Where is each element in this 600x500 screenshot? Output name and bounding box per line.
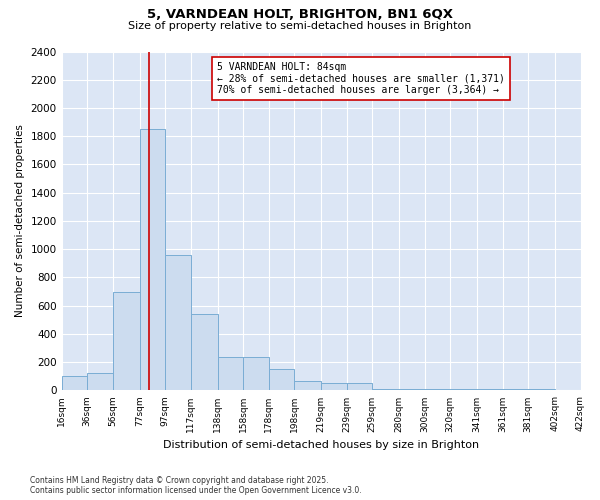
Text: 5 VARNDEAN HOLT: 84sqm
← 28% of semi-detached houses are smaller (1,371)
70% of : 5 VARNDEAN HOLT: 84sqm ← 28% of semi-det…: [217, 62, 505, 95]
Bar: [243, 356, 269, 390]
Y-axis label: Number of semi-detached properties: Number of semi-detached properties: [15, 124, 25, 318]
Bar: [321, 384, 347, 390]
Bar: [477, 389, 503, 390]
X-axis label: Distribution of semi-detached houses by size in Brighton: Distribution of semi-detached houses by …: [163, 440, 479, 450]
Bar: [113, 292, 140, 390]
Bar: [425, 389, 450, 390]
Bar: [450, 389, 477, 390]
Text: Contains HM Land Registry data © Crown copyright and database right 2025.
Contai: Contains HM Land Registry data © Crown c…: [30, 476, 362, 495]
Bar: [165, 255, 191, 390]
Bar: [347, 384, 372, 390]
Bar: [87, 374, 113, 390]
Bar: [218, 356, 243, 390]
Bar: [269, 369, 294, 390]
Bar: [294, 382, 321, 390]
Bar: [140, 129, 165, 390]
Bar: [62, 376, 87, 390]
Bar: [503, 389, 528, 390]
Text: Size of property relative to semi-detached houses in Brighton: Size of property relative to semi-detach…: [128, 21, 472, 31]
Bar: [528, 389, 555, 390]
Bar: [191, 314, 218, 390]
Bar: [399, 389, 425, 390]
Bar: [372, 389, 399, 390]
Text: 5, VARNDEAN HOLT, BRIGHTON, BN1 6QX: 5, VARNDEAN HOLT, BRIGHTON, BN1 6QX: [147, 8, 453, 20]
